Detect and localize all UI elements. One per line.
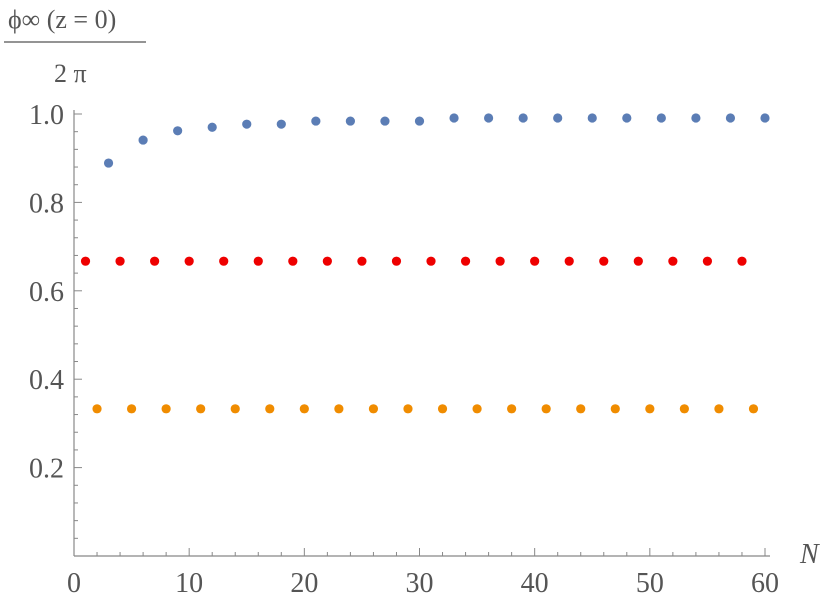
data-point <box>219 256 229 266</box>
y-tick-label: 0.8 <box>29 188 64 219</box>
data-point <box>276 119 286 129</box>
data-point <box>115 256 125 266</box>
data-point <box>138 135 148 145</box>
data-point <box>288 256 298 266</box>
data-point <box>610 404 620 414</box>
data-point <box>437 404 448 414</box>
y-axis-ticks: 0.2 0.4 0.6 0.8 1.0 <box>29 100 82 539</box>
data-point <box>518 113 528 123</box>
data-point <box>242 119 252 129</box>
data-point <box>530 256 540 266</box>
data-point <box>679 404 689 414</box>
data-point <box>633 256 643 266</box>
data-point <box>80 256 91 266</box>
data-point <box>656 113 666 123</box>
y-tick-label: 0.6 <box>29 277 64 308</box>
x-axis-ticks: 0 10 20 30 40 50 60 <box>67 548 779 599</box>
data-point <box>495 256 505 266</box>
data-point <box>311 116 321 126</box>
data-point <box>391 256 402 266</box>
data-point <box>345 116 355 126</box>
x-tick-label: 0 <box>67 568 81 599</box>
data-point <box>668 256 678 266</box>
x-tick-label: 30 <box>406 568 434 599</box>
data-point <box>553 113 563 123</box>
x-tick-label: 10 <box>175 568 203 599</box>
data-point <box>230 404 240 414</box>
x-tick-label: 20 <box>290 568 318 599</box>
y-tick-label: 0.4 <box>29 365 64 396</box>
data-point <box>622 113 632 123</box>
data-point <box>426 256 436 266</box>
data-point <box>449 113 459 123</box>
data-point <box>748 404 759 414</box>
data-point <box>103 158 114 168</box>
y-axis-label-numerator: ϕ∞ (z = 0) <box>8 5 116 34</box>
data-point <box>368 404 379 414</box>
x-axis-label: N <box>799 539 820 570</box>
data-point <box>357 256 367 266</box>
data-point <box>599 256 609 266</box>
data-point <box>334 404 344 414</box>
data-point <box>587 113 597 123</box>
y-axis-label-denominator: 2 π <box>54 59 87 88</box>
data-point <box>380 116 390 126</box>
x-tick-label: 50 <box>636 568 664 599</box>
data-point <box>691 113 701 123</box>
data-point <box>460 256 471 266</box>
data-point <box>150 256 160 266</box>
x-tick-label: 60 <box>751 568 779 599</box>
data-point <box>92 404 102 414</box>
data-point <box>196 404 206 414</box>
data-point <box>645 404 655 414</box>
data-point <box>541 404 551 414</box>
y-tick-label: 0.2 <box>29 454 64 485</box>
data-points <box>80 113 770 414</box>
data-point <box>576 404 586 414</box>
x-tick-label: 40 <box>521 568 549 599</box>
data-point <box>484 113 494 123</box>
data-point <box>207 122 217 132</box>
data-point <box>403 404 413 414</box>
data-point <box>322 256 332 266</box>
series-1 <box>103 113 770 168</box>
data-point <box>472 404 482 414</box>
data-point <box>299 404 309 414</box>
data-point <box>507 404 517 414</box>
y-axis-label: ϕ∞ (z = 0) 2 π <box>4 5 146 88</box>
y-tick-label: 1.0 <box>29 100 64 131</box>
data-point <box>714 404 724 414</box>
data-point <box>414 116 425 126</box>
data-point <box>702 256 713 266</box>
data-point <box>126 404 137 414</box>
data-point <box>564 256 574 266</box>
data-point <box>161 404 171 414</box>
data-point <box>173 126 183 136</box>
series-3 <box>92 404 759 414</box>
series-2 <box>80 256 747 266</box>
data-point <box>184 256 194 266</box>
data-point <box>253 256 263 266</box>
data-point <box>265 404 275 414</box>
data-point <box>760 113 770 123</box>
data-point <box>737 256 747 266</box>
data-point <box>725 113 736 123</box>
